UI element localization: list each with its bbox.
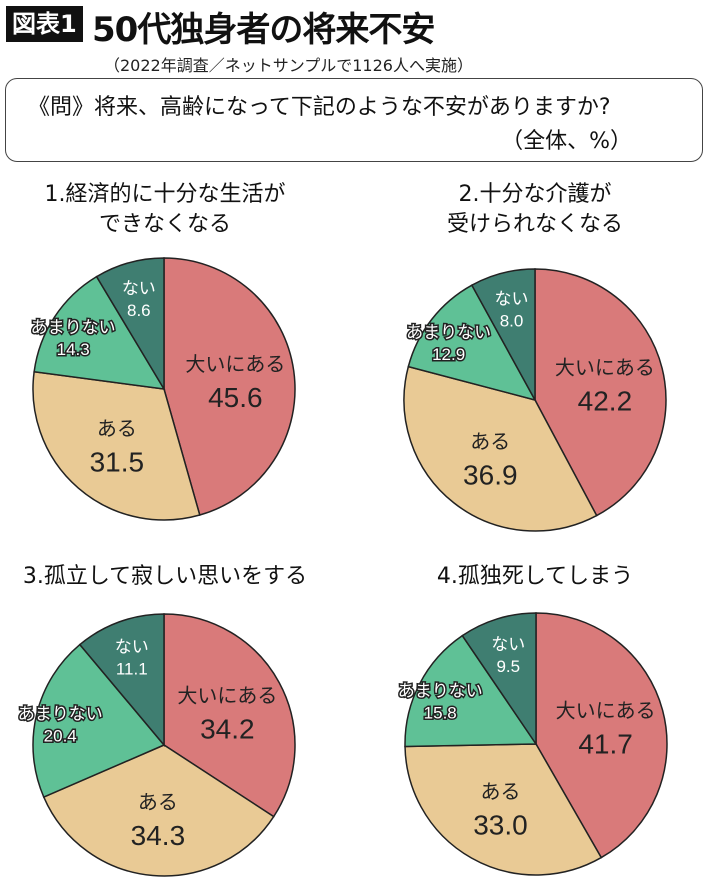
pie-4-slice-2 bbox=[404, 743, 603, 876]
chart-title-2: 2.十分な介護が 受けられなくなる bbox=[446, 182, 623, 237]
pie-4-category-label-1: 大いにある bbox=[556, 698, 656, 722]
pie-2-slice-2 bbox=[403, 365, 598, 532]
pie-1-category-label-4: ない bbox=[122, 279, 156, 299]
chart-title-3: 3.孤立して寂しい思いをする bbox=[22, 564, 308, 589]
pie-4-value-label-3: 15.8 bbox=[424, 704, 457, 723]
pie-3-category-label-4: ない bbox=[115, 637, 149, 657]
pie-2-slice-3 bbox=[407, 284, 537, 402]
pie-2-slice-4 bbox=[470, 268, 536, 401]
question-text: 《問》将来、高齢になって下記のような不安がありますか? bbox=[28, 95, 611, 120]
figure-subtitle: （2022年調査／ネットサンプルで1126人へ実施） bbox=[104, 56, 473, 75]
chart-title-4: 4.孤独死してしまう bbox=[436, 564, 634, 589]
pie-1-value-label-1: 45.6 bbox=[208, 382, 263, 413]
pie-3-category-label-2: ある bbox=[138, 790, 178, 814]
pie-1-slice-4 bbox=[95, 257, 165, 392]
pie-4-slice-4 bbox=[461, 612, 537, 747]
pie-3-slice-3 bbox=[32, 643, 166, 799]
pie-1-value-label-4: 8.6 bbox=[127, 301, 151, 320]
pie-1-value-label-2: 31.5 bbox=[90, 446, 145, 477]
pie-3-value-label-4: 11.1 bbox=[116, 659, 148, 678]
pie-2-value-label-3: 12.9 bbox=[432, 345, 465, 364]
pie-4-category-label-4: ない bbox=[491, 635, 525, 655]
pie-3-category-label-3: あまりない bbox=[18, 704, 103, 724]
pie-1-category-label-2: ある bbox=[97, 416, 137, 440]
pie-4-value-label-1: 41.7 bbox=[578, 728, 633, 759]
pie-2-category-label-2: ある bbox=[470, 430, 510, 454]
pie-1-slice-1 bbox=[163, 257, 296, 516]
pie-1-category-label-1: 大いにある bbox=[185, 352, 285, 376]
chart-title-1: 1.経済的に十分な生活が できなくなる bbox=[44, 182, 286, 237]
pie-2-value-label-2: 36.9 bbox=[463, 460, 518, 491]
pie-1-slice-2 bbox=[32, 370, 201, 521]
question-box: 《問》将来、高齢になって下記のような不安がありますか? （全体、%） bbox=[5, 78, 703, 162]
pie-2-value-label-1: 42.2 bbox=[578, 386, 633, 417]
pie-3-value-label-2: 34.3 bbox=[131, 820, 186, 851]
pie-2-category-label-3: あまりない bbox=[406, 323, 491, 343]
pie-2-category-label-4: ない bbox=[495, 290, 529, 310]
pie-4-category-label-3: あまりない bbox=[398, 682, 483, 702]
figure-title: 50代独身者の将来不安 bbox=[92, 10, 435, 50]
pie-4-value-label-2: 33.0 bbox=[473, 810, 528, 841]
pie-4-category-label-2: ある bbox=[480, 780, 520, 804]
pie-4-slice-3 bbox=[404, 634, 538, 748]
pie-1-slice-3 bbox=[33, 275, 166, 390]
pie-3-category-label-1: 大いにある bbox=[177, 684, 277, 708]
pie-1-value-label-3: 14.3 bbox=[57, 340, 90, 359]
pie-3-value-label-1: 34.2 bbox=[200, 714, 255, 745]
figure-badge: 図表1 bbox=[6, 6, 83, 42]
pie-3-value-label-3: 20.4 bbox=[44, 726, 77, 745]
pie-3-slice-4 bbox=[78, 613, 165, 748]
pie-1-category-label-3: あまりない bbox=[31, 318, 116, 338]
unit-label: （全体、%） bbox=[501, 129, 632, 154]
pie-4-value-label-4: 9.5 bbox=[496, 657, 520, 676]
pie-2-slice-1 bbox=[534, 268, 667, 517]
pie-4-slice-1 bbox=[535, 612, 668, 859]
pie-2-value-label-4: 8.0 bbox=[500, 312, 524, 331]
pie-2-category-label-1: 大いにある bbox=[555, 356, 655, 380]
pie-3-slice-2 bbox=[42, 744, 275, 877]
